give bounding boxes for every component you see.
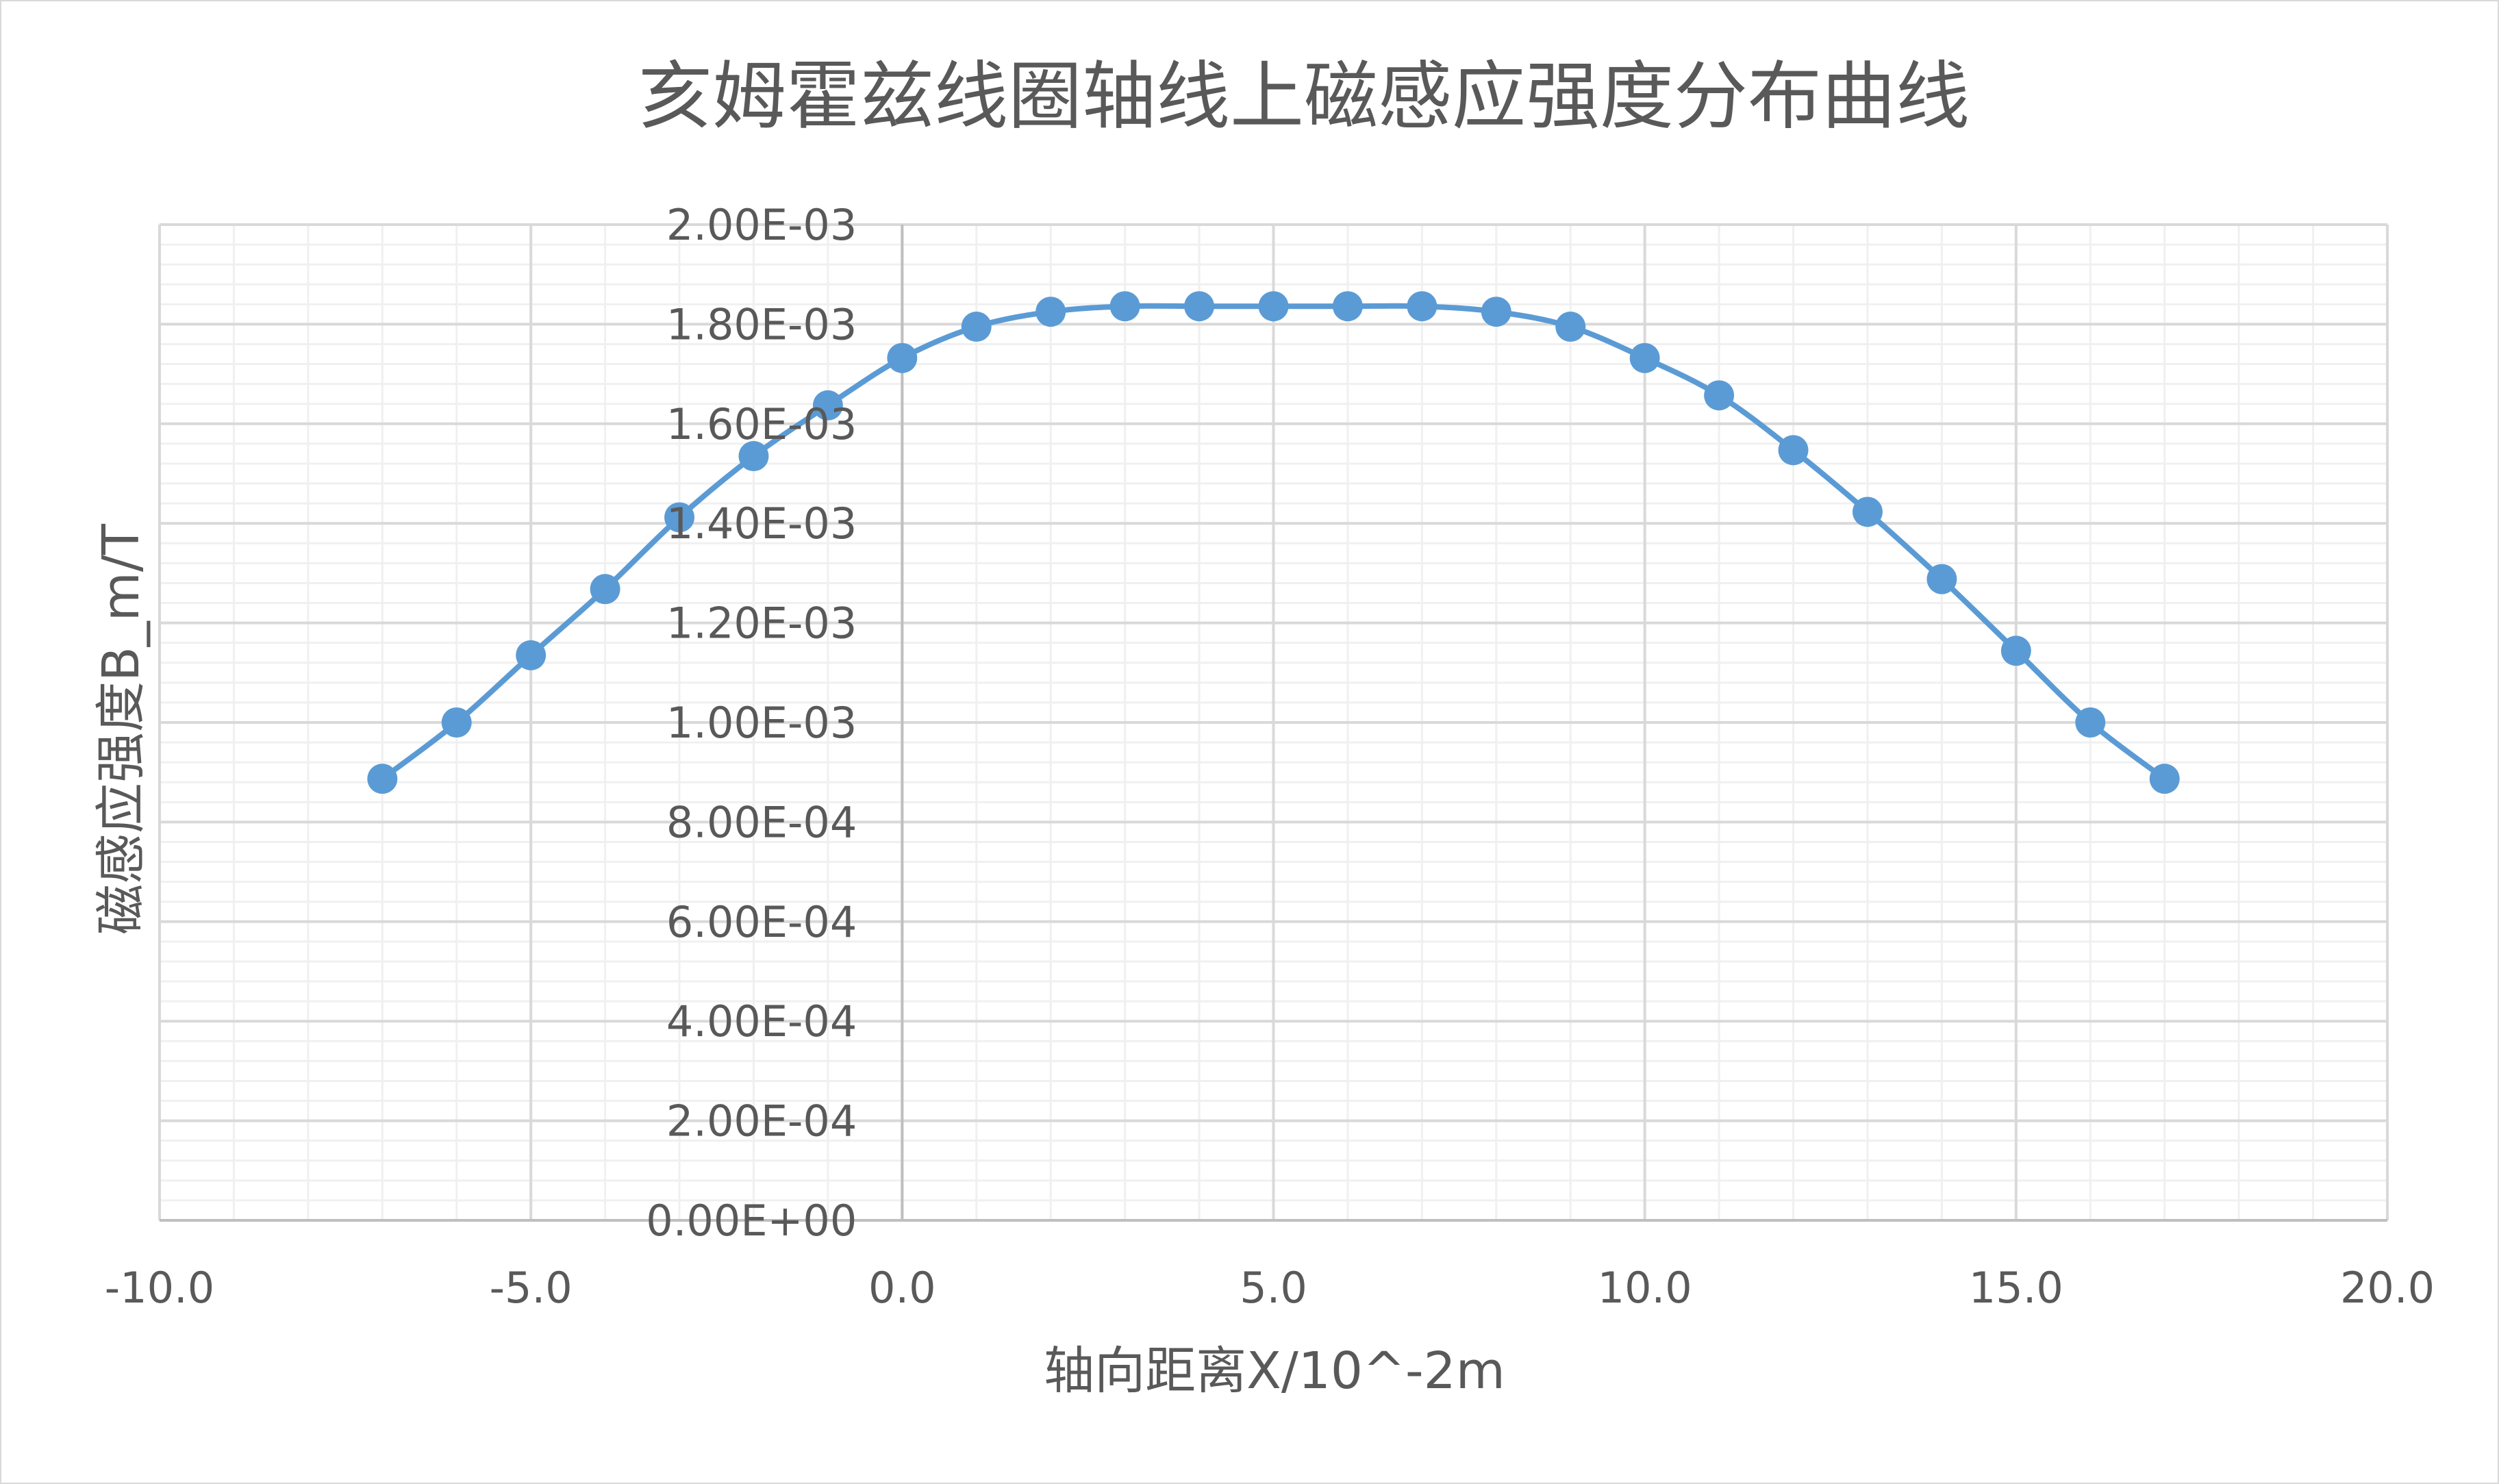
y-axis-label: 磁感应强度B_m/T — [92, 523, 151, 935]
x-tick-label: 10.0 — [1598, 1263, 1692, 1313]
y-tick-label: 1.60E-03 — [666, 399, 857, 449]
y-tick-label: 4.00E-04 — [666, 996, 857, 1046]
data-point — [738, 441, 769, 472]
x-tick-label: -10.0 — [105, 1263, 214, 1313]
data-point — [1184, 291, 1215, 322]
data-point — [2149, 764, 2180, 794]
major-gridlines — [158, 223, 2389, 1222]
data-point — [1629, 342, 1660, 373]
series-points — [367, 291, 2180, 794]
x-tick-labels: -10.0 -5.0 0.0 5.0 10.0 15.0 20.0 — [105, 1263, 2435, 1313]
y-tick-label: 2.00E-04 — [666, 1096, 857, 1146]
data-point — [590, 574, 620, 605]
axes — [160, 225, 2387, 1222]
data-point — [367, 764, 398, 794]
y-tick-label: 1.00E-03 — [666, 698, 857, 748]
data-point — [812, 390, 843, 420]
data-point — [1852, 496, 1883, 527]
y-tick-label: 2.00E-03 — [666, 200, 857, 250]
y-tick-labels: 0.00E+00 2.00E-04 4.00E-04 6.00E-04 8.00E-04… — [646, 200, 857, 1246]
data-point — [441, 707, 472, 738]
data-point — [887, 342, 918, 373]
data-point — [1926, 564, 1957, 594]
data-point — [961, 312, 992, 342]
x-tick-label: 15.0 — [1969, 1263, 2063, 1313]
data-point — [1407, 291, 1437, 322]
x-tick-label: 20.0 — [2340, 1263, 2435, 1313]
y-tick-label: 1.80E-03 — [666, 299, 857, 349]
data-point — [1332, 291, 1363, 322]
y-tick-label: 1.20E-03 — [666, 599, 857, 649]
data-point — [1481, 297, 1511, 327]
x-tick-label: -5.0 — [490, 1263, 573, 1313]
data-point — [1704, 380, 1735, 411]
x-tick-label: 5.0 — [1240, 1263, 1307, 1313]
chart-title: 亥姆霍兹线圈轴线上磁感应强度分布曲线 — [638, 54, 1970, 140]
x-axis-label: 轴向距离X/10^-2m — [1044, 1342, 1505, 1400]
data-point — [1035, 297, 1066, 327]
data-point — [664, 502, 695, 533]
data-point — [1258, 291, 1289, 322]
x-tick-label: 0.0 — [868, 1263, 936, 1313]
data-point — [516, 640, 547, 670]
y-tick-label: 0.00E+00 — [646, 1196, 857, 1246]
y-tick-label: 8.00E-04 — [666, 797, 857, 847]
data-point — [1778, 435, 1809, 466]
data-point — [2075, 707, 2106, 738]
data-point — [1109, 291, 1140, 322]
data-point — [1555, 312, 1586, 342]
y-tick-label: 6.00E-04 — [666, 897, 857, 947]
y-tick-label: 1.40E-03 — [666, 499, 857, 549]
data-point — [2000, 636, 2031, 666]
